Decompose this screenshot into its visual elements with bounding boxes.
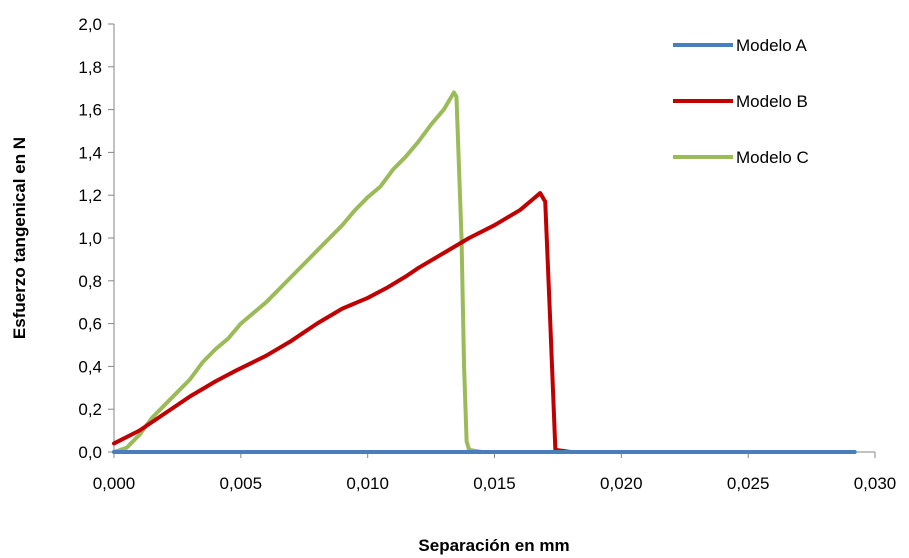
legend-label: Modelo A [736, 36, 808, 55]
y-tick-label: 1,4 [78, 143, 102, 162]
legend-label: Modelo B [736, 92, 808, 111]
y-axis-title: Esfuerzo tangenical en N [10, 137, 29, 339]
x-tick-label: 0,010 [346, 474, 389, 493]
x-tick-label: 0,015 [473, 474, 516, 493]
series-line-modelo-b [112, 191, 634, 454]
x-tick-label: 0,025 [727, 474, 770, 493]
y-tick-label: 1,2 [78, 186, 102, 205]
y-tick-label: 0,4 [78, 357, 102, 376]
y-tick-label: 0,2 [78, 400, 102, 419]
x-tick-label: 0,030 [854, 474, 897, 493]
y-ticks: 0,0 0,2 0,4 0,6 0,8 1,0 1,2 1,4 1,6 1,8 2,0 [78, 15, 114, 462]
x-tick-label: 0,000 [93, 474, 136, 493]
x-ticks: 0,000 0,005 0,010 0,015 0,020 0,025 0,030 [93, 452, 897, 493]
y-tick-label: 1,8 [78, 58, 102, 77]
axes [113, 24, 875, 453]
y-tick-label: 0,8 [78, 272, 102, 291]
y-tick-label: 1,0 [78, 229, 102, 248]
legend: Modelo A Modelo B Modelo C [673, 36, 809, 167]
y-tick-label: 0,6 [78, 315, 102, 334]
x-tick-label: 0,005 [220, 474, 263, 493]
legend-label: Modelo C [736, 148, 809, 167]
series-lines [112, 90, 857, 454]
y-tick-label: 0,0 [78, 443, 102, 462]
y-tick-label: 1,6 [78, 101, 102, 120]
x-tick-label: 0,020 [600, 474, 643, 493]
y-tick-label: 2,0 [78, 15, 102, 34]
x-axis-title: Separación en mm [418, 536, 569, 555]
series-line-modelo-c [112, 90, 484, 454]
